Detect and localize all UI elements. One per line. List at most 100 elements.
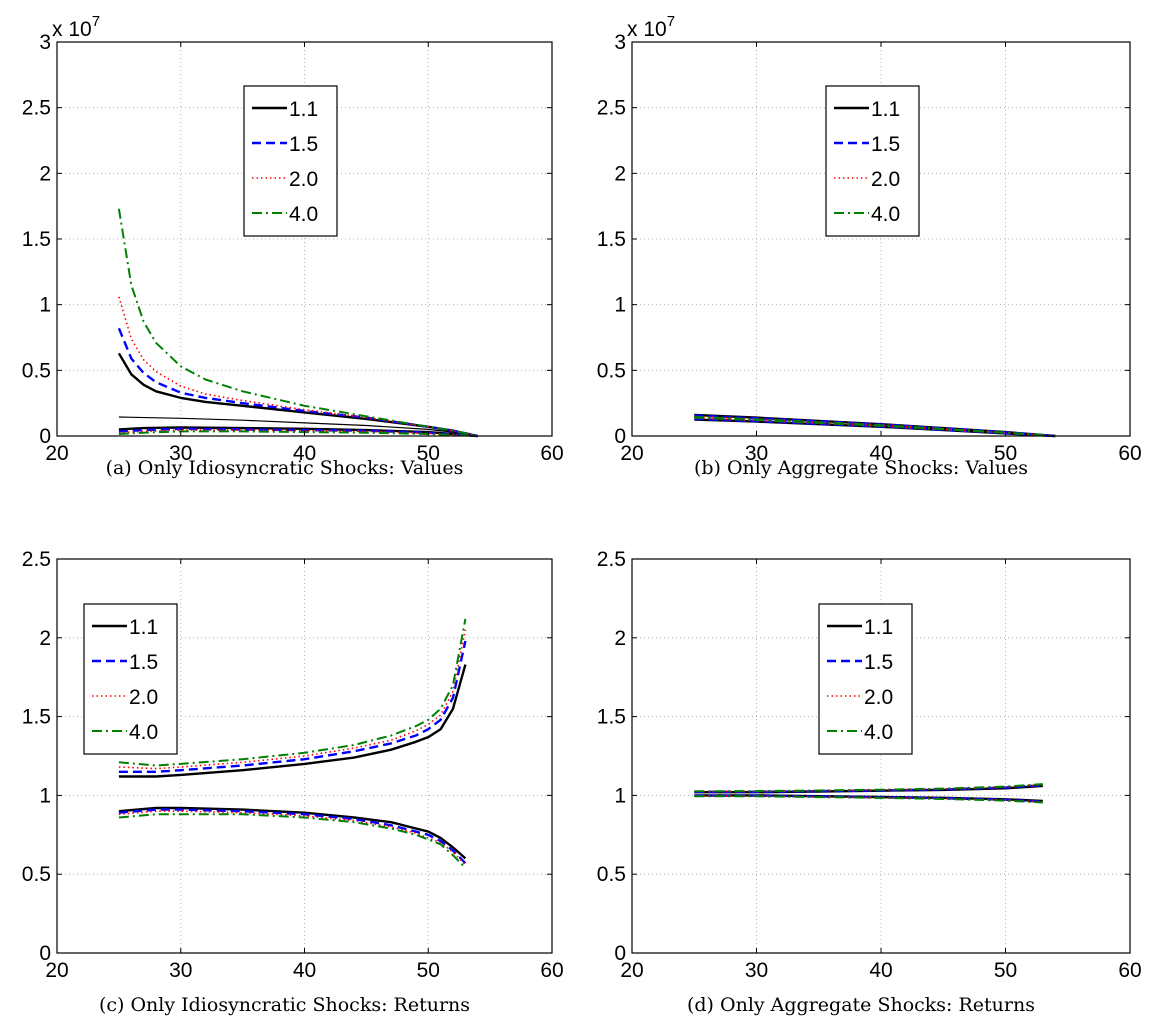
y-tick-label: 2 (614, 627, 626, 650)
y-tick-label: 0.5 (597, 359, 626, 382)
series-line-4-0-band-1 (118, 618, 467, 767)
legend-box (83, 603, 178, 755)
legend: 1.1 1.5 2.0 4.0 (83, 603, 178, 755)
legend-label-1-1: 1.1 (864, 616, 893, 639)
x-tick-label: 50 (994, 959, 1017, 982)
chart-panel-c: 20 30 40 50 60 0 0.5 1 1.5 2 2.5 1.1 1.5 2.0 4.0 (c) On… (22, 548, 564, 1016)
chart-panel-a: 20 30 40 50 60 0 0.5 1 1.5 2 2.5 3x 107 1.1 1.5 2.0 4.0… (22, 13, 564, 479)
legend-box (243, 85, 338, 237)
series-line-1-5-band-1 (117, 327, 479, 438)
x-tick-label: 30 (745, 959, 768, 982)
x-tick-label: 40 (293, 959, 316, 982)
legend-label-1-5: 1.5 (289, 133, 318, 156)
legend-label-4-0: 4.0 (129, 721, 158, 744)
x-tick-label: 40 (293, 442, 316, 465)
series-line-2-0-band-2 (118, 810, 466, 866)
series-line-4-0-band-1 (117, 208, 479, 437)
series-line-1-1-band-2 (118, 416, 478, 437)
legend: 1.1 1.5 2.0 4.0 (243, 85, 338, 237)
series-line-1-1-band-1 (118, 664, 467, 778)
panel-caption: (b) Only Aggregate Shocks: Values (694, 457, 1028, 479)
legend-label-4-0: 4.0 (289, 203, 318, 226)
x-tick-label: 20 (45, 442, 68, 465)
y-exponent-label: x 107 (52, 13, 100, 41)
legend-label-1-5: 1.5 (871, 133, 900, 156)
legend-label-4-0: 4.0 (871, 203, 900, 226)
legend-label-2-0: 2.0 (864, 686, 893, 709)
series-line-1-5-band-1 (694, 784, 1043, 794)
y-tick-label: 2.5 (597, 548, 626, 571)
y-tick-label: 2.5 (597, 97, 626, 120)
y-tick-label: 2.5 (22, 97, 51, 120)
x-tick-label: 60 (540, 959, 563, 982)
x-tick-label: 60 (540, 442, 563, 465)
series-line-1-5-band-2 (118, 808, 467, 865)
y-tick-label: 2 (614, 162, 626, 185)
x-tick-label: 30 (169, 442, 192, 465)
series-line-2-0-band-2 (694, 795, 1043, 803)
chart-panel-d: 20 30 40 50 60 0 0.5 1 1.5 2 2.5 1.1 1.5 2.0 4.0 (d) On… (597, 548, 1142, 1016)
y-tick-label: 3 (614, 31, 626, 54)
legend-label-1-1: 1.1 (129, 616, 158, 639)
legend-label-1-5: 1.5 (864, 651, 893, 674)
series-line-2-0-band-1 (694, 783, 1043, 793)
y-tick-label: 1.5 (597, 228, 626, 251)
y-tick-label: 0 (39, 425, 51, 448)
y-tick-label: 0 (614, 942, 626, 965)
y-exponent-label: x 107 (627, 13, 675, 41)
panel-caption: (d) Only Aggregate Shocks: Returns (687, 994, 1035, 1016)
legend-label-4-0: 4.0 (864, 721, 893, 744)
x-tick-label: 20 (620, 959, 643, 982)
y-tick-label: 1 (614, 294, 626, 317)
series-line-1-1-band-2 (118, 806, 467, 860)
legend-label-1-5: 1.5 (129, 651, 158, 674)
series-line-4-0-band-2 (694, 416, 1056, 437)
y-tick-label: 0.5 (22, 359, 51, 382)
y-tick-label: 1 (614, 784, 626, 807)
y-tick-label: 0.5 (22, 863, 51, 886)
legend-label-2-0: 2.0 (289, 168, 318, 191)
y-tick-label: 2 (39, 627, 51, 650)
panel-caption: (a) Only Idiosyncratic Shocks: Values (106, 457, 464, 479)
series-line-4-0-band-1 (694, 783, 1043, 793)
x-tick-label: 20 (45, 959, 68, 982)
legend-label-2-0: 2.0 (871, 168, 900, 191)
y-tick-label: 1 (39, 784, 51, 807)
x-tick-label: 60 (1118, 959, 1141, 982)
y-tick-label: 1.5 (597, 706, 626, 729)
chart-panel-b: 20 30 40 50 60 0 0.5 1 1.5 2 2.5 3x 107 1.1 1.5 2.0 4.0… (597, 13, 1142, 479)
x-tick-label: 50 (417, 959, 440, 982)
x-tick-label: 50 (417, 442, 440, 465)
legend: 1.1 1.5 2.0 4.0 (825, 85, 920, 237)
y-tick-label: 0 (614, 425, 626, 448)
y-tick-label: 2.5 (22, 548, 51, 571)
x-tick-label: 40 (869, 959, 892, 982)
legend-box (825, 85, 920, 237)
y-tick-label: 3 (39, 31, 51, 54)
x-tick-label: 40 (869, 442, 892, 465)
x-tick-label: 30 (169, 959, 192, 982)
y-tick-label: 0 (39, 942, 51, 965)
legend-label-1-1: 1.1 (289, 98, 318, 121)
y-tick-label: 2 (39, 162, 51, 185)
x-tick-label: 20 (620, 442, 643, 465)
y-tick-label: 1 (39, 294, 51, 317)
x-tick-label: 30 (745, 442, 768, 465)
x-tick-label: 50 (994, 442, 1017, 465)
panel-caption: (c) Only Idiosyncratic Shocks: Returns (99, 994, 470, 1016)
series-line-4-0-band-2 (118, 813, 467, 869)
legend-label-2-0: 2.0 (129, 686, 158, 709)
legend-label-1-1: 1.1 (871, 98, 900, 121)
y-exponent-power: 7 (92, 13, 100, 30)
series-line-4-0-band-2 (694, 795, 1043, 804)
x-tick-label: 60 (1118, 442, 1141, 465)
series-line-1-5-band-1 (118, 640, 467, 773)
series-line-1-1-band-1 (117, 352, 479, 438)
series-line-2-0-band-2 (118, 429, 478, 437)
legend: 1.1 1.5 2.0 4.0 (818, 603, 913, 755)
y-tick-label: 1.5 (22, 706, 51, 729)
legend-box (818, 603, 913, 755)
y-exponent-power: 7 (667, 13, 675, 30)
y-tick-label: 1.5 (22, 228, 51, 251)
